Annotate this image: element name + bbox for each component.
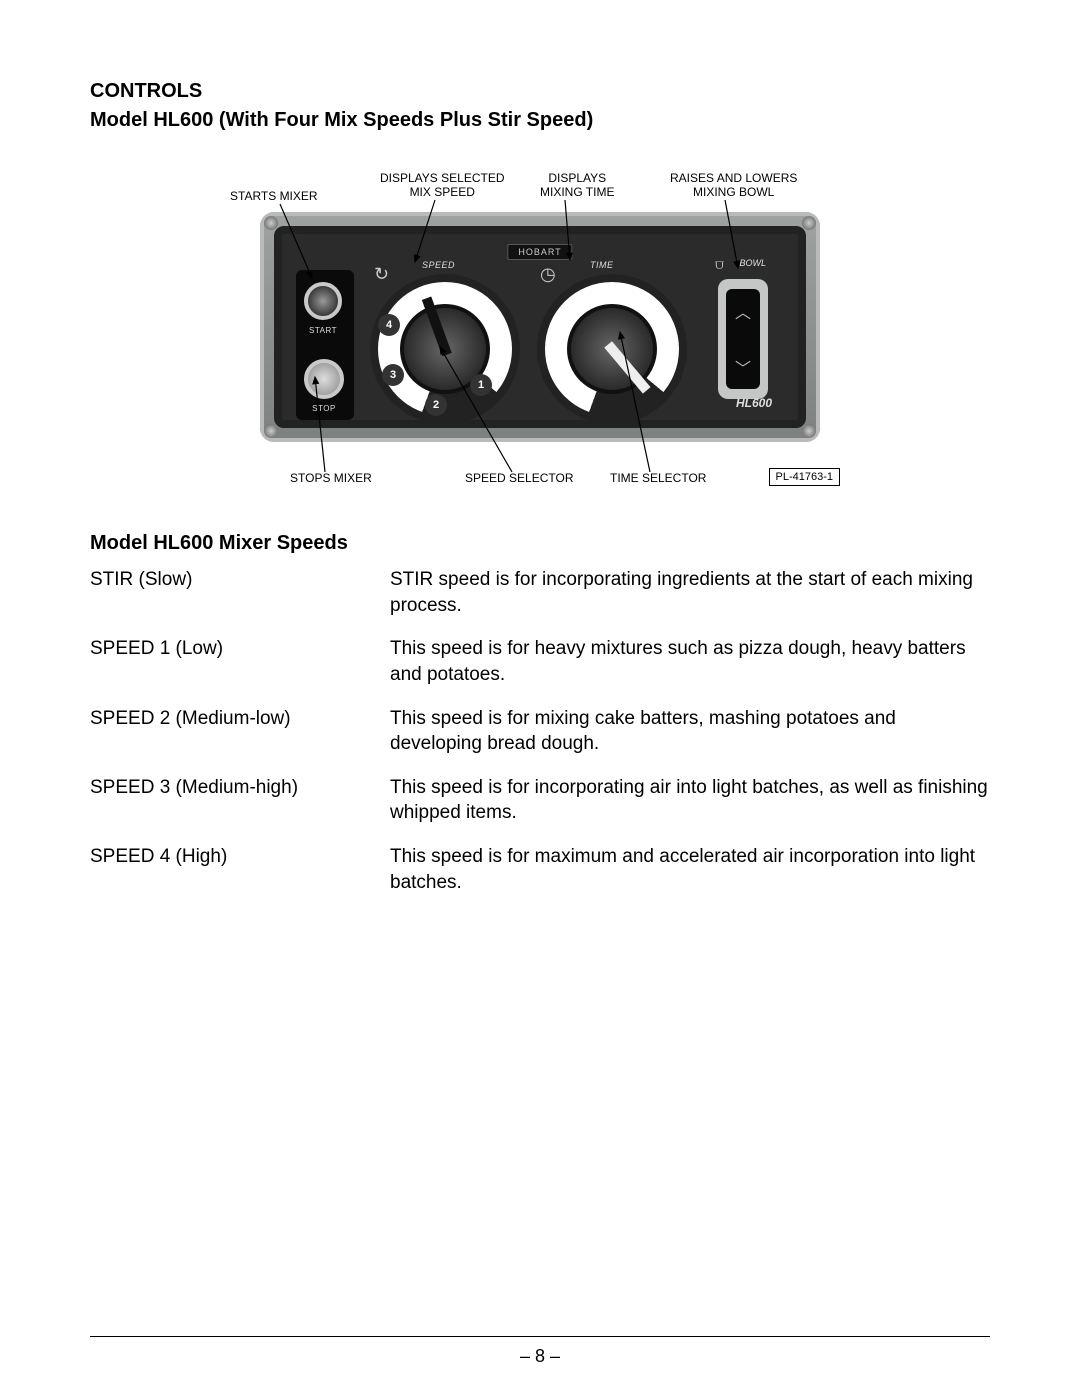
model-label: HL600 xyxy=(736,396,772,410)
speed-name: SPEED 4 (High) xyxy=(90,844,390,895)
stop-button[interactable] xyxy=(304,359,344,399)
speed-dial[interactable]: 1 2 3 4 xyxy=(370,274,520,424)
time-dial-label: TIME xyxy=(590,260,614,270)
callout-starts-mixer: STARTS MIXER xyxy=(230,190,318,204)
speed-mark-4: 4 xyxy=(378,314,400,336)
speed-desc: This speed is for incorporating air into… xyxy=(390,775,990,826)
speed-row: SPEED 1 (Low) This speed is for heavy mi… xyxy=(90,636,990,687)
speed-name: SPEED 1 (Low) xyxy=(90,636,390,687)
callout-line: RAISES AND LOWERS xyxy=(670,171,797,185)
screw-icon xyxy=(264,216,278,230)
callout-time-selector: TIME SELECTOR xyxy=(610,472,706,486)
speed-mark-2: 2 xyxy=(425,394,447,416)
speed-desc: This speed is for heavy mixtures such as… xyxy=(390,636,990,687)
screw-icon xyxy=(264,424,278,438)
section-title: CONTROLS xyxy=(90,80,990,103)
callout-line: MIX SPEED xyxy=(410,185,475,199)
speeds-title: Model HL600 Mixer Speeds xyxy=(90,532,990,555)
callout-line: DISPLAYS SELECTED xyxy=(380,171,505,185)
speed-row: SPEED 4 (High) This speed is for maximum… xyxy=(90,844,990,895)
speed-mark-1: 1 xyxy=(470,374,492,396)
page-number: – 8 – xyxy=(0,1346,1080,1367)
stir-icon: ↻ xyxy=(374,264,389,285)
callout-line: MIXING BOWL xyxy=(693,185,774,199)
callout-displays-speed: DISPLAYS SELECTED MIX SPEED xyxy=(380,172,505,200)
callout-stops-mixer: STOPS MIXER xyxy=(290,472,372,486)
page-rule xyxy=(90,1336,990,1337)
speeds-table: STIR (Slow) STIR speed is for incorporat… xyxy=(90,567,990,895)
brand-badge: HOBART xyxy=(507,244,572,260)
subtitle: Model HL600 (With Four Mix Speeds Plus S… xyxy=(90,109,990,132)
speed-dial-label: SPEED xyxy=(422,260,455,270)
bowl-icon: ⩌ xyxy=(715,256,724,273)
stop-label: STOP xyxy=(304,404,344,413)
start-label: START xyxy=(304,326,342,335)
callout-bowl: RAISES AND LOWERS MIXING BOWL xyxy=(670,172,797,200)
speed-name: SPEED 2 (Medium-low) xyxy=(90,706,390,757)
speed-name: STIR (Slow) xyxy=(90,567,390,618)
clock-icon: ◷ xyxy=(540,264,556,285)
speed-name: SPEED 3 (Medium-high) xyxy=(90,775,390,826)
bowl-rocker[interactable]: ︿ ﹀ xyxy=(718,279,768,399)
control-panel-diagram: STARTS MIXER DISPLAYS SELECTED MIX SPEED… xyxy=(240,172,840,502)
down-arrow-icon: ﹀ xyxy=(735,355,751,379)
screw-icon xyxy=(802,424,816,438)
speed-desc: This speed is for maximum and accelerate… xyxy=(390,844,990,895)
panel-face: HOBART START STOP ↻ SPEED 1 2 3 4 ◷ TIME xyxy=(274,226,806,428)
speed-desc: This speed is for mixing cake batters, m… xyxy=(390,706,990,757)
callout-displays-time: DISPLAYS MIXING TIME xyxy=(540,172,614,200)
speed-row: SPEED 3 (Medium-high) This speed is for … xyxy=(90,775,990,826)
start-button[interactable] xyxy=(304,282,342,320)
callout-line: MIXING TIME xyxy=(540,185,614,199)
control-panel: HOBART START STOP ↻ SPEED 1 2 3 4 ◷ TIME xyxy=(260,212,820,442)
speed-mark-3: 3 xyxy=(382,364,404,386)
up-arrow-icon: ︿ xyxy=(735,299,751,323)
callout-speed-selector: SPEED SELECTOR xyxy=(465,472,573,486)
rocker-inner: ︿ ﹀ xyxy=(726,289,760,389)
screw-icon xyxy=(802,216,816,230)
speed-row: SPEED 2 (Medium-low) This speed is for m… xyxy=(90,706,990,757)
callout-line: DISPLAYS xyxy=(548,171,606,185)
speed-desc: STIR speed is for incorporating ingredie… xyxy=(390,567,990,618)
bowl-label: BOWL xyxy=(739,258,766,268)
speed-row: STIR (Slow) STIR speed is for incorporat… xyxy=(90,567,990,618)
time-dial[interactable] xyxy=(537,274,687,424)
reference-number: PL-41763-1 xyxy=(769,468,841,486)
